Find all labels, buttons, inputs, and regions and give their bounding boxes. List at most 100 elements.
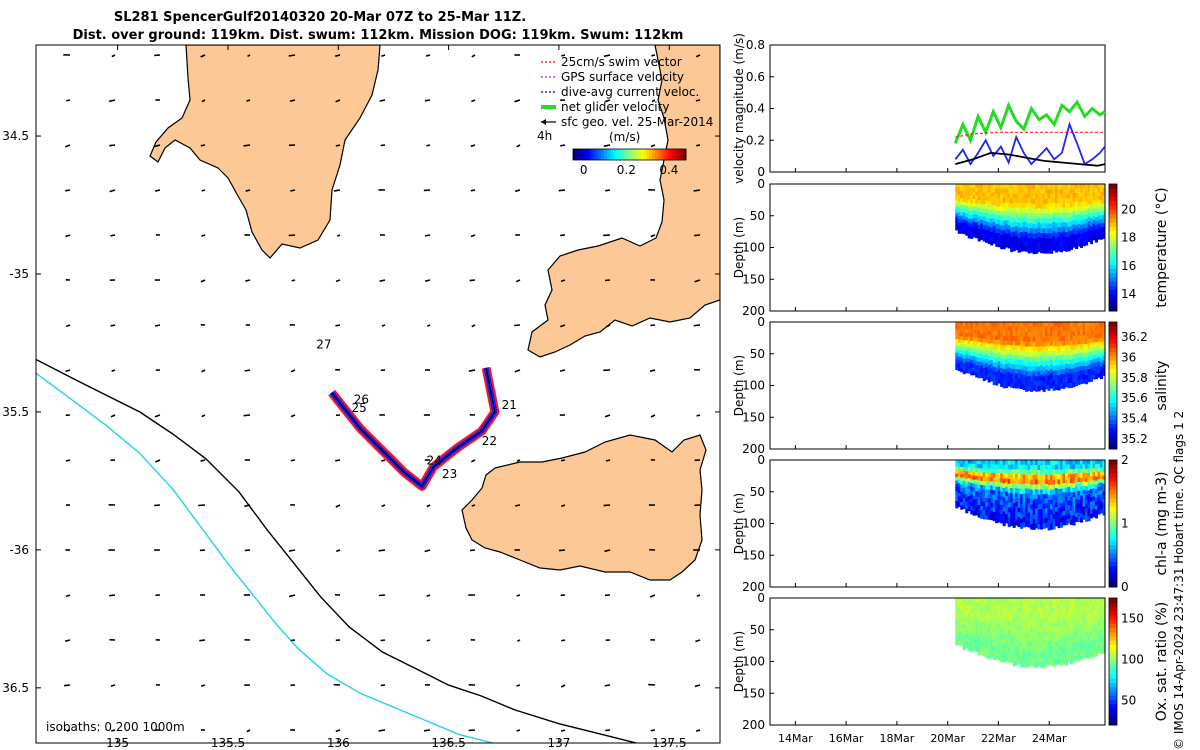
profile-cell: [1092, 484, 1096, 489]
profile-cell: [1072, 242, 1076, 248]
profile-cell: [1062, 478, 1066, 484]
profile-cell: [990, 372, 994, 378]
profile-cell: [1075, 376, 1079, 382]
profile-cell: [1037, 336, 1041, 343]
profile-cell: [1050, 326, 1054, 332]
profile-cell: [1057, 351, 1061, 357]
profile-cell: [995, 219, 999, 225]
profile-cell: [1002, 464, 1006, 470]
profile-cell: [1055, 242, 1059, 248]
profile-cell: [1060, 617, 1064, 623]
profile-cell: [1097, 617, 1101, 623]
profile-cell: [997, 517, 1001, 523]
profile-cell: [1047, 612, 1051, 618]
profile-cell: [1037, 612, 1041, 618]
profile-cell: [1052, 524, 1056, 530]
profile-cell: [1065, 377, 1069, 383]
profile-cell: [977, 322, 981, 327]
profile-cell: [1040, 479, 1044, 486]
profile-cell: [962, 601, 966, 606]
profile-cell: [962, 466, 966, 471]
profile-cell: [1000, 652, 1004, 658]
profile-cell: [1030, 641, 1034, 647]
profile-cell: [1085, 344, 1089, 349]
velocity-arrow: [560, 324, 566, 328]
profile-cell: [1015, 469, 1019, 475]
profile-cell: [1000, 504, 1004, 510]
profile-cell: [1035, 642, 1039, 648]
profile-cell: [1020, 513, 1024, 520]
profile-cell: [1052, 479, 1056, 486]
profile-cell: [1097, 345, 1101, 351]
profile-cell: [1022, 483, 1026, 490]
profile-cell: [1050, 233, 1054, 239]
profile-cell: [1012, 246, 1016, 252]
profile-cell: [995, 464, 999, 470]
colorbar-swatch: [1109, 368, 1117, 374]
profile-cell: [1085, 619, 1089, 625]
profile-cell: [975, 333, 979, 339]
profile-cell: [1082, 343, 1086, 349]
profile-cell: [1092, 338, 1096, 343]
profile-cell: [1002, 364, 1006, 370]
profile-cell: [970, 348, 974, 353]
profile-cell: [955, 362, 959, 367]
profile-cell: [982, 468, 986, 474]
profile-cell: [1005, 464, 1009, 470]
profile-cell: [955, 463, 959, 468]
profile-cell: [1070, 483, 1074, 489]
profile-cell: [1025, 512, 1029, 518]
profile-cell: [972, 511, 976, 516]
profile-cell: [985, 644, 989, 650]
profile-cell: [1050, 650, 1054, 657]
profile-cell: [1002, 354, 1006, 361]
profile-cell: [977, 634, 981, 640]
profile-cell: [1032, 474, 1036, 481]
profile-cell: [1060, 607, 1064, 613]
depth-tick-label: 200: [742, 718, 765, 732]
profile-cell: [1022, 464, 1026, 471]
profile-cell: [1015, 202, 1019, 208]
profile-cell: [1055, 474, 1059, 480]
profile-cell: [1010, 469, 1014, 475]
profile-cell: [987, 498, 991, 503]
profile-cell: [1025, 236, 1029, 243]
profile-cell: [1020, 227, 1024, 233]
colorbar-swatch: [1109, 243, 1117, 248]
profile-cell: [1000, 657, 1004, 663]
profile-cell: [1052, 469, 1056, 476]
profile-cell: [1042, 518, 1046, 524]
profile-cell: [1090, 343, 1094, 348]
profile-cell: [1075, 486, 1079, 492]
profile-cell: [1080, 650, 1084, 656]
profile-cell: [967, 460, 971, 465]
colorbar-tick-label: 14: [1121, 287, 1136, 301]
velocity-arrow: [516, 459, 521, 462]
profile-cell: [1007, 652, 1011, 659]
profile-cell: [1000, 381, 1004, 387]
colorbar-swatch: [1109, 489, 1117, 495]
profile-cell: [1032, 524, 1036, 530]
colorbar-swatch: [1109, 381, 1117, 386]
profile-cell: [1000, 473, 1004, 479]
profile-cell: [1040, 607, 1044, 614]
profile-cell: [1022, 331, 1026, 337]
profile-cell: [957, 469, 961, 474]
profile-cell: [1052, 221, 1056, 228]
profile-cell: [1077, 184, 1081, 189]
profile-cell: [960, 187, 964, 192]
profile-cell: [1047, 640, 1051, 647]
profile-cell: [1095, 217, 1099, 222]
profile-cell: [1065, 349, 1069, 355]
profile-cell: [1027, 361, 1031, 367]
profile-cell: [1047, 380, 1051, 386]
profile-cell: [1057, 635, 1061, 641]
profile-cell: [977, 642, 981, 648]
profile-cell: [967, 605, 971, 610]
profile-cell: [1067, 368, 1071, 375]
profile-cell: [1002, 516, 1006, 522]
profile-cell: [1067, 378, 1071, 384]
profile-cell: [1012, 340, 1016, 346]
profile-cell: [1087, 192, 1091, 197]
